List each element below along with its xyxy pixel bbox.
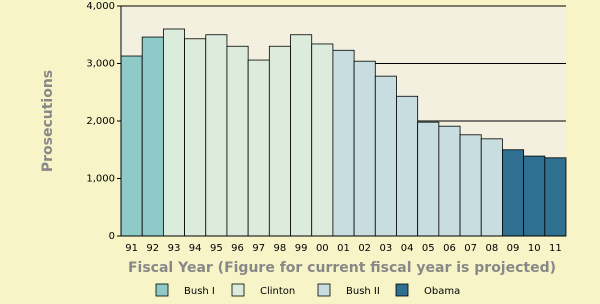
bar bbox=[374, 75, 397, 237]
legend-swatch bbox=[317, 283, 331, 297]
x-tick-label: 92 bbox=[146, 243, 159, 254]
bar bbox=[162, 28, 185, 237]
bar bbox=[311, 43, 334, 237]
y-tick-label: 4,000 bbox=[86, 1, 115, 12]
x-tick-label: 00 bbox=[316, 243, 329, 254]
legend-label: Clinton bbox=[260, 286, 295, 297]
x-tick-label: 99 bbox=[295, 243, 308, 254]
x-tick-label: 98 bbox=[274, 243, 287, 254]
bar bbox=[523, 155, 546, 237]
bar bbox=[438, 125, 461, 237]
legend-label: Bush I bbox=[184, 286, 215, 297]
bar bbox=[396, 95, 419, 237]
legend-label: Bush II bbox=[346, 286, 380, 297]
legend-swatch bbox=[231, 283, 245, 297]
y-tick-label: 2,000 bbox=[86, 116, 115, 127]
x-tick-label: 10 bbox=[528, 243, 541, 254]
x-tick-label: 04 bbox=[401, 243, 414, 254]
x-tick-label: 93 bbox=[168, 243, 181, 254]
bar bbox=[205, 34, 228, 237]
bar bbox=[247, 59, 270, 237]
x-tick-label: 96 bbox=[231, 243, 244, 254]
bar bbox=[290, 34, 313, 237]
bar bbox=[353, 60, 376, 237]
x-tick-label: 11 bbox=[549, 243, 562, 254]
x-tick-label: 06 bbox=[443, 243, 456, 254]
legend-label: Obama bbox=[424, 286, 460, 297]
x-tick-label: 08 bbox=[485, 243, 498, 254]
x-tick-label: 02 bbox=[358, 243, 371, 254]
x-tick-label: 94 bbox=[189, 243, 202, 254]
x-tick-label: 95 bbox=[210, 243, 223, 254]
legend-swatch bbox=[155, 283, 169, 297]
x-tick-label: 03 bbox=[380, 243, 393, 254]
bar bbox=[417, 121, 440, 237]
bar bbox=[184, 38, 207, 237]
bar bbox=[459, 134, 482, 237]
x-axis-title: Fiscal Year (Figure for current fiscal y… bbox=[128, 260, 556, 276]
legend-swatch bbox=[395, 283, 409, 297]
x-tick-label: 09 bbox=[507, 243, 520, 254]
bar bbox=[268, 45, 291, 237]
bar bbox=[332, 49, 355, 237]
bar bbox=[480, 138, 503, 237]
y-tick-label: 1,000 bbox=[86, 174, 115, 185]
bar bbox=[502, 149, 525, 237]
bar bbox=[120, 55, 143, 237]
x-tick-label: 91 bbox=[125, 243, 138, 254]
x-tick-label: 07 bbox=[464, 243, 477, 254]
x-tick-label: 97 bbox=[252, 243, 265, 254]
y-tick-label: 3,000 bbox=[86, 59, 115, 70]
y-tick-label: 0 bbox=[109, 231, 115, 242]
bar bbox=[544, 157, 567, 237]
bar bbox=[226, 45, 249, 237]
bar bbox=[141, 36, 164, 237]
y-axis-title: Prosecutions bbox=[40, 70, 56, 172]
x-tick-label: 05 bbox=[422, 243, 435, 254]
x-tick-label: 01 bbox=[337, 243, 350, 254]
